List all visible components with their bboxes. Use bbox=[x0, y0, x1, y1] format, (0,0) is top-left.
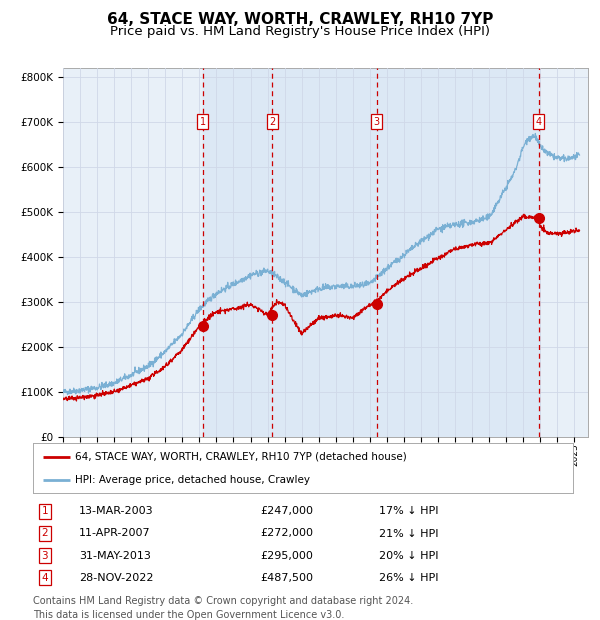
Text: 20% ↓ HPI: 20% ↓ HPI bbox=[379, 551, 438, 560]
Text: 13-MAR-2003: 13-MAR-2003 bbox=[79, 507, 154, 516]
Text: 3: 3 bbox=[374, 117, 380, 126]
Text: £272,000: £272,000 bbox=[260, 528, 313, 539]
Text: 17% ↓ HPI: 17% ↓ HPI bbox=[379, 507, 438, 516]
Text: Price paid vs. HM Land Registry's House Price Index (HPI): Price paid vs. HM Land Registry's House … bbox=[110, 25, 490, 38]
Text: 4: 4 bbox=[41, 573, 48, 583]
Text: £487,500: £487,500 bbox=[260, 573, 313, 583]
Text: 4: 4 bbox=[536, 117, 542, 126]
Text: £247,000: £247,000 bbox=[260, 507, 313, 516]
Text: HPI: Average price, detached house, Crawley: HPI: Average price, detached house, Craw… bbox=[75, 474, 310, 484]
Text: 2: 2 bbox=[41, 528, 48, 539]
Text: 11-APR-2007: 11-APR-2007 bbox=[79, 528, 151, 539]
Text: 21% ↓ HPI: 21% ↓ HPI bbox=[379, 528, 438, 539]
Text: 2: 2 bbox=[269, 117, 275, 126]
Text: Contains HM Land Registry data © Crown copyright and database right 2024.
This d: Contains HM Land Registry data © Crown c… bbox=[33, 596, 413, 619]
Text: 64, STACE WAY, WORTH, CRAWLEY, RH10 7YP (detached house): 64, STACE WAY, WORTH, CRAWLEY, RH10 7YP … bbox=[75, 452, 407, 462]
Bar bbox=[203, 68, 539, 437]
Text: 1: 1 bbox=[200, 117, 206, 126]
Text: 1: 1 bbox=[41, 507, 48, 516]
Text: 64, STACE WAY, WORTH, CRAWLEY, RH10 7YP: 64, STACE WAY, WORTH, CRAWLEY, RH10 7YP bbox=[107, 12, 493, 27]
Text: 31-MAY-2013: 31-MAY-2013 bbox=[79, 551, 151, 560]
Text: 3: 3 bbox=[41, 551, 48, 560]
Text: 26% ↓ HPI: 26% ↓ HPI bbox=[379, 573, 438, 583]
Text: 28-NOV-2022: 28-NOV-2022 bbox=[79, 573, 154, 583]
Text: £295,000: £295,000 bbox=[260, 551, 313, 560]
